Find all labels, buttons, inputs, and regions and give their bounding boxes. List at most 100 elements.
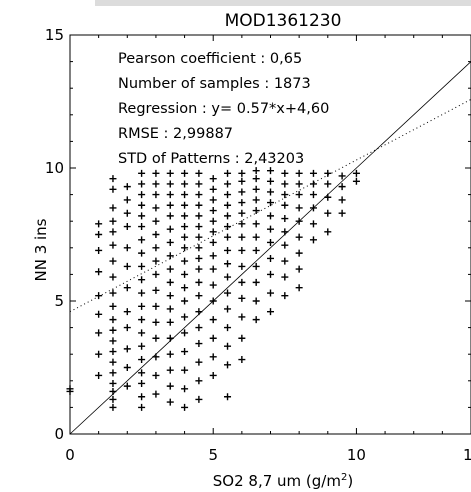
data-point [209,316,217,324]
data-point [166,350,174,358]
data-point [181,270,189,278]
data-point [295,233,303,241]
data-point [95,329,103,337]
data-point [324,209,332,217]
chart-title: MOD1361230 [225,11,342,31]
data-point [138,249,146,257]
data-point [152,270,160,278]
data-point [166,334,174,342]
data-point [138,289,146,297]
data-point [238,313,246,321]
data-point [267,254,274,262]
x-tick-label: 5 [208,446,218,464]
data-point [295,180,303,188]
data-point [252,262,260,270]
data-point [166,292,174,300]
data-point [238,233,246,241]
data-point [166,180,174,188]
plot-area [69,34,471,435]
data-point [123,209,131,217]
data-point [309,220,317,228]
data-point [224,191,232,199]
data-point [252,196,260,204]
data-point [281,241,289,249]
data-point [252,246,260,254]
data-point [166,265,174,273]
stat-line: RMSE : 2,99887 [118,126,233,142]
data-point [166,201,174,209]
data-point [109,348,117,356]
x-tick-label: 0 [65,446,75,464]
data-point [123,183,131,191]
data-point [109,204,117,212]
data-point [281,228,289,236]
data-point [95,350,103,358]
data-point [295,204,303,212]
data-point [166,305,174,313]
data-point [224,273,232,281]
data-point [123,308,131,316]
data-point [138,201,146,209]
data-point [109,185,117,193]
data-point [123,262,131,270]
y-tick-label: 15 [45,26,64,44]
data-point [152,286,160,294]
data-point [166,318,174,326]
data-point [238,262,246,270]
data-point [166,238,174,246]
data-point [295,217,303,225]
data-point [281,292,289,300]
data-point [252,278,260,286]
data-point [252,220,260,228]
data-point [109,241,117,249]
data-point [267,238,274,246]
data-point [238,177,246,185]
data-point [123,244,131,252]
data-point [338,196,346,204]
data-point [195,377,203,385]
data-point [181,329,189,337]
data-point [224,180,232,188]
data-point [181,385,189,393]
data-point [281,273,289,281]
data-point [267,167,274,175]
data-point [209,207,217,215]
axes: 0 5 10 15 0 5 10 1 [45,26,471,464]
data-point [152,353,160,361]
data-point [138,276,146,284]
data-point [238,334,246,342]
data-point [209,265,217,273]
data-point [195,201,203,209]
data-point [181,169,189,177]
data-point [181,313,189,321]
data-point [209,252,217,260]
data-point [309,191,317,199]
data-point [209,185,217,193]
data-point [209,217,217,225]
data-point [138,191,146,199]
data-point [95,268,103,276]
data-point [195,254,203,262]
data-point [95,310,103,318]
data-point [209,334,217,342]
data-point [309,204,317,212]
data-point [138,180,146,188]
data-point [195,340,203,348]
data-point [138,369,146,377]
data-point [324,169,332,177]
data-point [109,316,117,324]
data-point [295,284,303,292]
data-point [123,345,131,353]
data-point [281,180,289,188]
data-point [267,177,274,185]
data-point [181,284,189,292]
data-point [138,356,146,364]
data-point [224,393,232,401]
data-point [109,379,117,387]
data-point [224,233,232,241]
data-point [252,316,260,324]
data-point [238,278,246,286]
data-point [109,395,117,403]
data-point [109,337,117,345]
data-point [252,185,260,193]
